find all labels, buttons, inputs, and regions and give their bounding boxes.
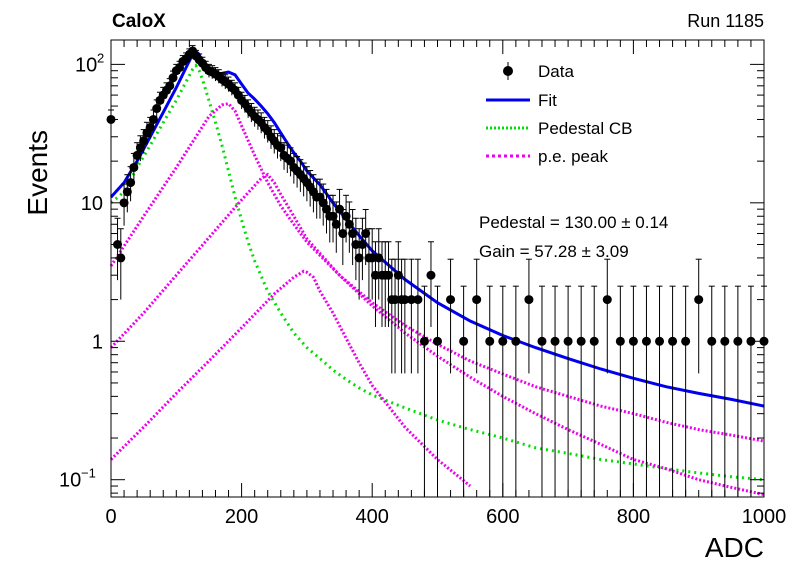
legend-pe-label: p.e. peak <box>538 147 608 166</box>
data-point <box>165 81 175 91</box>
data-point <box>370 270 380 280</box>
data-point <box>321 204 331 214</box>
data-point <box>145 122 155 132</box>
y-tick-label-exponent: −1 <box>81 466 96 481</box>
data-point <box>472 295 482 305</box>
data-point <box>498 336 508 346</box>
data-point <box>433 336 442 346</box>
data-point <box>615 336 625 346</box>
x-tick-label: 800 <box>617 506 650 528</box>
data-point <box>129 162 139 172</box>
data-point <box>413 295 423 305</box>
series-p-e-peak-line <box>109 102 765 443</box>
x-tick-label: 0 <box>105 506 116 528</box>
data-point <box>344 219 354 229</box>
data-point <box>135 143 145 153</box>
data-point <box>655 336 665 346</box>
y-tick-label: 10 <box>59 470 81 492</box>
data-point <box>446 295 456 305</box>
series-p-e-peak-3-line <box>109 269 472 488</box>
data-point <box>485 336 495 346</box>
data-point <box>563 336 573 346</box>
y-tick-label: 1 <box>92 331 103 353</box>
x-tick-label: 600 <box>486 506 519 528</box>
data-point <box>720 336 730 346</box>
data-point <box>390 295 400 305</box>
data-point <box>168 73 178 83</box>
data-point <box>374 253 384 263</box>
data-point <box>148 114 158 124</box>
data-point <box>694 295 704 305</box>
data-point <box>406 295 416 305</box>
data-point <box>331 219 341 229</box>
data-point <box>537 336 547 346</box>
data-point <box>384 270 394 280</box>
x-axis-label: ADC <box>705 532 764 563</box>
stats-pedestal: Pedestal = 130.00 ± 0.14 <box>479 213 668 232</box>
chart-title: CaloX <box>112 11 166 32</box>
legend-entry-fit: Fit <box>486 91 557 110</box>
data-point <box>419 336 429 346</box>
legend: Data Fit Pedestal CB p.e. peak <box>486 62 633 166</box>
data-point <box>276 143 286 153</box>
legend-entry-pedestal: Pedestal CB <box>486 119 633 138</box>
y-tick-label: 10 <box>75 54 97 76</box>
data-point <box>524 295 534 305</box>
data-point <box>338 229 348 239</box>
data-point <box>367 253 377 263</box>
data-point <box>641 336 651 346</box>
data-point <box>426 270 436 280</box>
y-tick-label-exponent: 2 <box>97 50 104 65</box>
legend-pedestal-label: Pedestal CB <box>538 119 633 138</box>
data-point <box>681 336 691 346</box>
data-point <box>348 229 358 239</box>
x-tick-label: 400 <box>356 506 389 528</box>
legend-data-label: Data <box>538 62 574 81</box>
data-point <box>400 295 410 305</box>
run-label: Run 1185 <box>687 11 764 31</box>
legend-fit-label: Fit <box>538 91 557 110</box>
data-point <box>628 336 638 346</box>
data-point <box>361 229 371 239</box>
y-tick-label: 10 <box>81 193 103 215</box>
series-pedestal-cb-line <box>110 63 765 482</box>
data-point <box>328 211 338 221</box>
data-point <box>733 336 743 346</box>
chart-marks <box>106 45 769 497</box>
data-point <box>354 253 364 263</box>
data-point <box>589 336 599 346</box>
x-tick-label: 1000 <box>742 506 787 528</box>
data-point <box>132 150 142 160</box>
stats-gain: Gain = 57.28 ± 3.09 <box>479 242 629 261</box>
data-point <box>550 336 560 346</box>
data-point <box>393 270 403 280</box>
data-point <box>357 239 367 249</box>
y-axis-label: Events <box>22 130 53 216</box>
data-point <box>122 187 132 197</box>
data-point <box>576 336 586 346</box>
legend-data-marker <box>503 66 513 76</box>
legend-entry-pe-peak: p.e. peak <box>486 147 608 166</box>
x-tick-label: 200 <box>225 506 258 528</box>
data-point <box>351 239 361 249</box>
data-point <box>335 204 345 214</box>
data-point <box>139 136 149 146</box>
data-point <box>707 336 717 346</box>
data-point <box>341 211 351 221</box>
data-point <box>511 336 521 346</box>
series-p-e-peak-2-line <box>109 172 765 497</box>
legend-entry-data: Data <box>503 62 574 81</box>
data-point <box>459 336 469 346</box>
data-point <box>602 295 612 305</box>
data-point <box>126 178 136 188</box>
data-point <box>668 336 678 346</box>
data-point <box>152 104 162 114</box>
data-point <box>116 253 126 263</box>
